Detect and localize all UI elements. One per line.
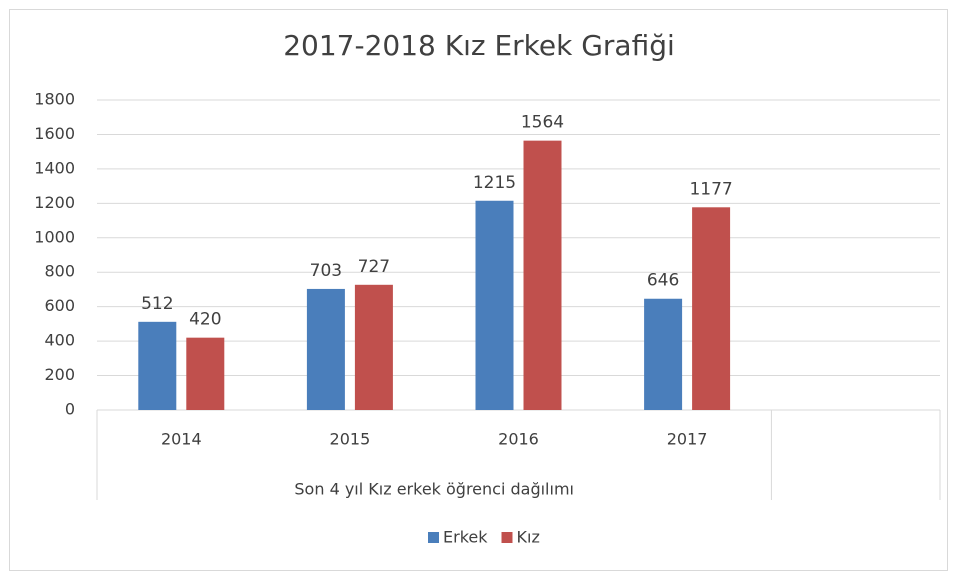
y-tick-label: 1600 <box>34 124 75 143</box>
x-tick-label: 2017 <box>667 430 708 449</box>
y-tick-label: 800 <box>44 262 75 281</box>
x-tick-label: 2015 <box>330 430 371 449</box>
data-label: 1177 <box>689 179 732 199</box>
y-tick-label: 0 <box>65 400 75 419</box>
x-group-label: Son 4 yıl Kız erkek öğrenci dağılımı <box>294 480 574 499</box>
legend-label: Kız <box>517 528 540 547</box>
bar <box>644 298 683 410</box>
bar <box>692 207 731 410</box>
data-label: 646 <box>647 271 679 291</box>
x-tick-label: 2014 <box>161 430 202 449</box>
legend-label: Erkek <box>443 528 488 547</box>
y-tick-label: 1800 <box>34 90 75 109</box>
legend-swatch <box>501 532 513 543</box>
bar <box>523 140 562 410</box>
y-tick-label: 1400 <box>34 158 75 177</box>
data-label: 1564 <box>521 113 564 133</box>
bar <box>138 321 177 410</box>
data-label: 512 <box>141 294 173 314</box>
bar <box>186 337 225 410</box>
y-tick-label: 1200 <box>34 193 75 212</box>
data-label: 703 <box>310 261 342 281</box>
y-tick-label: 600 <box>44 296 75 315</box>
y-tick-label: 1000 <box>34 227 75 246</box>
data-label: 727 <box>358 257 390 277</box>
chart-title: 2017-2018 Kız Erkek Grafiği <box>283 29 675 62</box>
bar <box>475 200 514 410</box>
x-tick-label: 2016 <box>498 430 539 449</box>
bar <box>306 288 345 410</box>
y-tick-label: 200 <box>44 365 75 384</box>
data-label: 420 <box>189 310 221 330</box>
data-label: 1215 <box>473 173 516 193</box>
legend-swatch <box>428 532 439 543</box>
y-tick-label: 400 <box>44 331 75 350</box>
bar <box>354 284 393 410</box>
